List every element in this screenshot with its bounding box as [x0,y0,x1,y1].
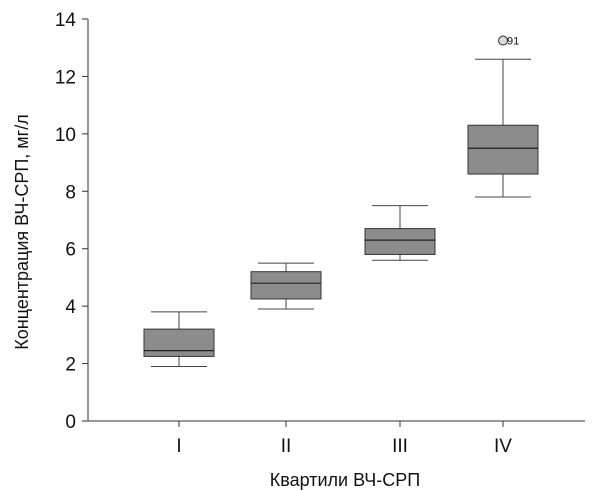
box-group-III [364,205,436,261]
x-axis-title: Квартили ВЧ-СРП [270,470,420,490]
y-tick-label: 2 [65,355,76,376]
x-tick-label: III [392,436,408,457]
y-tick-label: 6 [65,240,76,261]
y-tick-label: 4 [65,297,76,318]
x-tick-label: I [176,436,181,457]
iqr-box [467,124,539,175]
iqr-box [143,328,215,357]
y-tick-label: 0 [65,412,76,433]
box-group-I [143,311,215,367]
y-tick-label: 14 [55,10,77,31]
iqr-box [250,271,322,300]
outlier-label: 91 [507,36,519,48]
y-tick-label: 12 [55,67,76,88]
box-group-IV [467,58,539,198]
y-tick-label: 8 [65,182,76,203]
boxes-layer: 91 [143,35,539,367]
x-tick-label: II [281,436,292,457]
x-tick-label: IV [494,436,512,457]
box-group-II [250,262,322,310]
outlier-point [498,35,508,46]
iqr-box [364,228,436,255]
y-axis-title: Концентрация ВЧ-СРП, мг/л [12,114,32,349]
y-tick-label: 10 [55,125,76,146]
